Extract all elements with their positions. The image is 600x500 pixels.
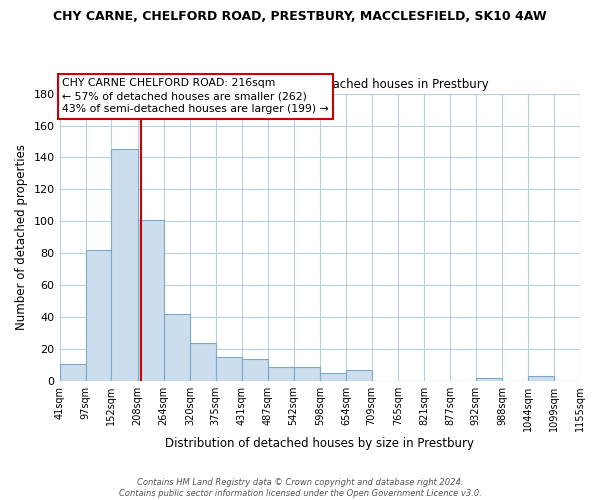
Y-axis label: Number of detached properties: Number of detached properties (15, 144, 28, 330)
Bar (190, 342, 215, 381)
Bar (86, 250, 112, 381)
Bar (293, 366, 320, 381)
Bar (346, 370, 371, 381)
Bar (528, 376, 554, 381)
Bar (137, 220, 164, 381)
Bar (268, 366, 293, 381)
Bar (112, 150, 137, 381)
Text: CHY CARNE, CHELFORD ROAD, PRESTBURY, MACCLESFIELD, SK10 4AW: CHY CARNE, CHELFORD ROAD, PRESTBURY, MAC… (53, 10, 547, 23)
Bar (476, 378, 502, 381)
Title: Size of property relative to detached houses in Prestbury: Size of property relative to detached ho… (151, 78, 488, 91)
Text: Contains HM Land Registry data © Crown copyright and database right 2024.
Contai: Contains HM Land Registry data © Crown c… (119, 478, 481, 498)
X-axis label: Distribution of detached houses by size in Prestbury: Distribution of detached houses by size … (165, 437, 474, 450)
Text: CHY CARNE CHELFORD ROAD: 216sqm
← 57% of detached houses are smaller (262)
43% o: CHY CARNE CHELFORD ROAD: 216sqm ← 57% of… (62, 78, 329, 114)
Bar (164, 314, 190, 381)
Bar (215, 357, 242, 381)
Bar (320, 373, 346, 381)
Bar (59, 364, 86, 381)
Bar (242, 358, 268, 381)
